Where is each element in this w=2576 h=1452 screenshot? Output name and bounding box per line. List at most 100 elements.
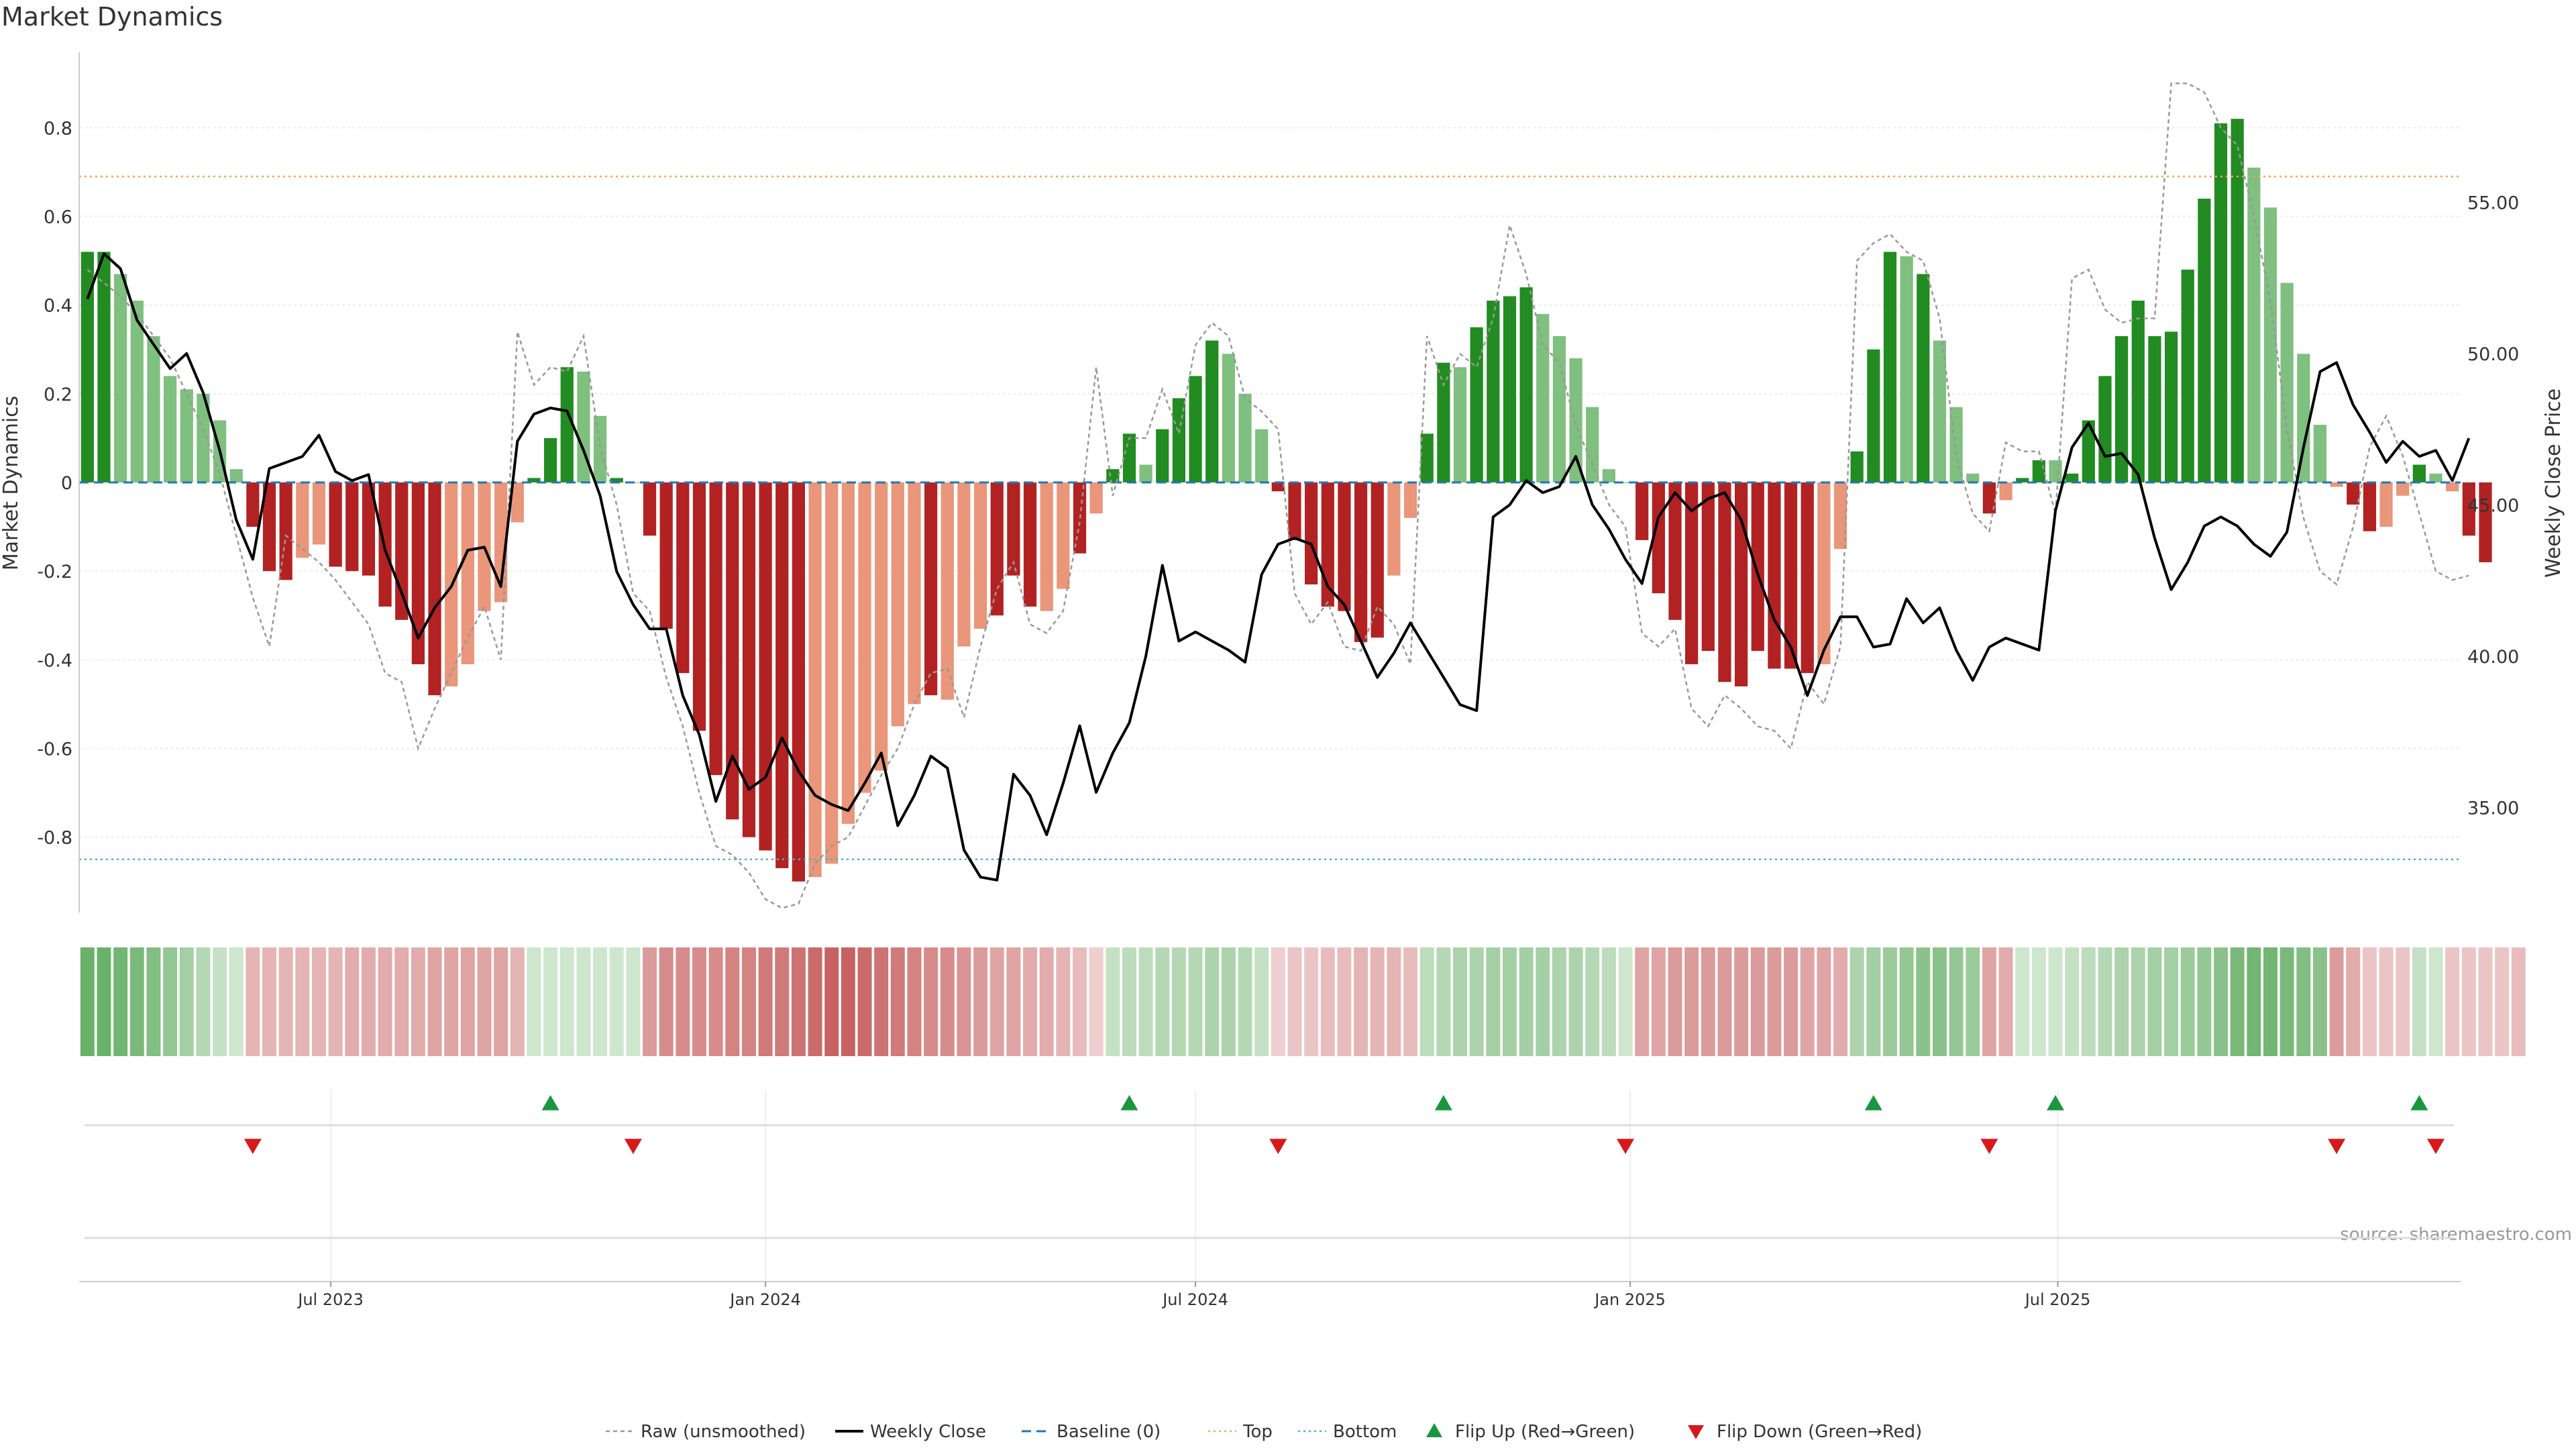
heat-cell — [791, 947, 806, 1056]
heat-cell — [1486, 947, 1501, 1056]
bar — [1503, 296, 1517, 482]
heat-cell — [1006, 947, 1021, 1056]
heat-cell — [1800, 947, 1815, 1056]
heat-cell — [2048, 947, 2063, 1056]
bar — [2082, 420, 2095, 482]
heat-cell — [278, 947, 293, 1056]
heat-cell — [345, 947, 360, 1056]
bar — [759, 482, 772, 851]
heat-cell — [2114, 947, 2129, 1056]
bar — [1420, 433, 1434, 482]
bar — [1519, 287, 1533, 482]
heat-cell — [1585, 947, 1600, 1056]
bar — [1999, 482, 2012, 501]
heat-cell — [1436, 947, 1451, 1056]
heat-cell — [2065, 947, 2080, 1056]
bar — [2115, 335, 2129, 482]
legend-flip-up-swatch — [1426, 1423, 1442, 1437]
heat-cell — [246, 947, 260, 1056]
heat-cell — [2461, 947, 2476, 1056]
bar — [197, 393, 210, 482]
bar — [1057, 482, 1070, 589]
x-tick-label: Jan 2025 — [1593, 1290, 1666, 1309]
flip-up-marker — [1864, 1095, 1882, 1110]
bar — [1833, 482, 1847, 550]
legend-label: Top — [1242, 1422, 1273, 1442]
heat-cell — [824, 947, 839, 1056]
bar — [709, 482, 722, 776]
y-right-tick-label: 50.00 — [2467, 344, 2519, 365]
flip-up-marker — [2047, 1095, 2065, 1110]
heat-cell — [80, 947, 95, 1056]
heat-cell — [1519, 947, 1534, 1056]
bar — [494, 482, 508, 603]
heat-cell — [2197, 947, 2212, 1056]
heat-cell — [1238, 947, 1252, 1056]
bar — [2049, 460, 2062, 482]
heat-cell — [940, 947, 955, 1056]
bar — [1933, 340, 1947, 482]
heat-cell — [2312, 947, 2327, 1056]
heat-cell — [1866, 947, 1881, 1056]
bar — [2231, 119, 2244, 482]
bar — [875, 482, 888, 771]
y-left-tick-label: 0.6 — [44, 207, 72, 228]
bar — [792, 482, 806, 882]
heat-cell — [2279, 947, 2294, 1056]
legend: Raw (unsmoothed) Weekly Close Baseline (0)… — [606, 1422, 1922, 1442]
legend-label: Flip Down (Green→Red) — [1717, 1422, 1922, 1442]
heat-cell — [708, 947, 723, 1056]
heat-cell — [163, 947, 178, 1056]
x-tick-label: Jan 2024 — [729, 1290, 801, 1309]
series-lines — [86, 83, 2471, 909]
bar — [742, 482, 756, 837]
y-left-tick-label: -0.4 — [37, 650, 72, 671]
bar — [1189, 376, 1202, 482]
heat-cell — [758, 947, 773, 1056]
flip-down-marker — [2427, 1139, 2445, 1154]
bar — [1718, 482, 1731, 682]
heat-cell — [2263, 947, 2277, 1056]
bar — [1040, 482, 1053, 611]
heat-cell — [1370, 947, 1385, 1056]
heat-cell — [1833, 947, 1847, 1056]
bar — [511, 482, 524, 523]
legend-label: Baseline (0) — [1057, 1422, 1161, 1442]
bar — [1917, 274, 1930, 482]
heat-cell — [924, 947, 938, 1056]
bar — [362, 482, 376, 576]
bar — [2016, 478, 2029, 482]
bar — [841, 482, 855, 824]
heat-cell — [1717, 947, 1732, 1056]
heat-cell — [1998, 947, 2013, 1056]
heat-cell — [593, 947, 608, 1056]
heat-cell — [2428, 947, 2443, 1056]
bar — [1205, 340, 1219, 482]
bar — [147, 335, 160, 482]
bar — [1007, 482, 1020, 576]
heat-cell — [2164, 947, 2179, 1056]
legend-label: Flip Up (Red→Green) — [1455, 1422, 1635, 1442]
y-left-tick-label: 0.8 — [44, 118, 72, 139]
bar — [2198, 199, 2211, 482]
bar — [1238, 393, 1252, 482]
heat-cell — [2015, 947, 2030, 1056]
heat-cell — [1982, 947, 1996, 1056]
heat-cell — [808, 947, 822, 1056]
bar — [1371, 482, 1384, 638]
heat-cell — [444, 947, 459, 1056]
heat-cell — [775, 947, 790, 1056]
heat-cell — [2495, 947, 2510, 1056]
heat-cell — [2247, 947, 2261, 1056]
heat-cell — [1899, 947, 1914, 1056]
bar — [246, 482, 260, 527]
heat-cell — [857, 947, 872, 1056]
bar — [296, 482, 309, 558]
heat-cell — [1287, 947, 1302, 1056]
heat-cell — [1883, 947, 1897, 1056]
heat-cell — [411, 947, 425, 1056]
bar — [2247, 167, 2261, 482]
bar — [1966, 473, 1980, 482]
heat-cell — [1916, 947, 1931, 1056]
